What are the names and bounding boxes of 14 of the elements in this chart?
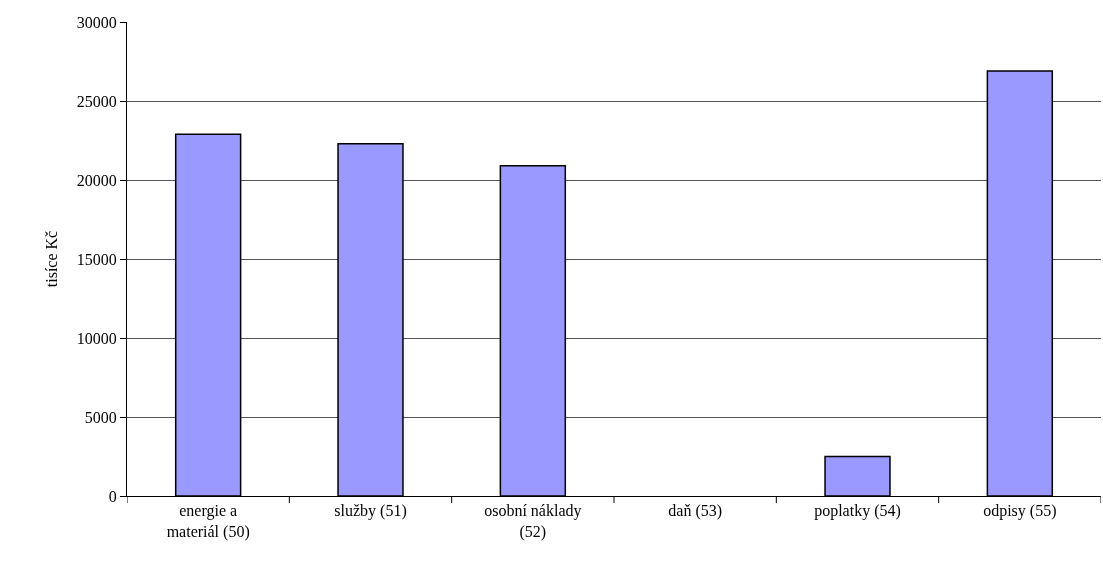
y-tick-label: 30000 — [76, 13, 117, 31]
x-tick-label: poplatky (54) — [814, 502, 901, 521]
x-tick-label: služby (51) — [334, 502, 407, 521]
x-tick-label: osobní náklady (52) — [484, 502, 582, 541]
y-axis-title: tisíce Kč — [42, 230, 60, 288]
y-tick-label: 15000 — [76, 250, 117, 268]
y-tick-label: 20000 — [76, 171, 117, 189]
y-tick-label: 25000 — [76, 92, 117, 110]
y-tick-label: 10000 — [76, 329, 117, 347]
y-tick-label: 5000 — [84, 408, 117, 426]
x-tick-label: energie a materiál (50) — [166, 502, 250, 541]
y-tick-label: 0 — [108, 487, 117, 505]
x-tick-label: daň (53) — [668, 502, 723, 521]
x-tick-label: odpisy (55) — [983, 502, 1057, 521]
